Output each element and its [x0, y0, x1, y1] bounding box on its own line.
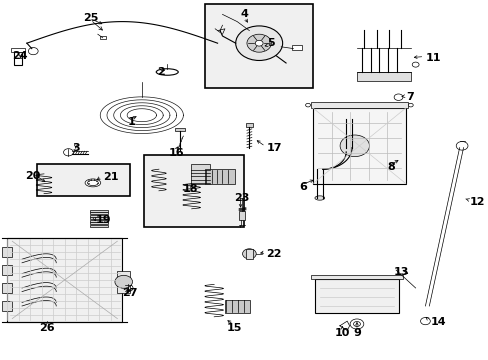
Bar — [117, 271, 129, 293]
Bar — [356, 72, 410, 81]
Bar — [292, 45, 302, 50]
Text: 14: 14 — [429, 317, 445, 327]
Circle shape — [340, 135, 369, 157]
Circle shape — [407, 103, 412, 107]
Bar — [7, 238, 122, 322]
Bar — [14, 52, 22, 65]
Text: 10: 10 — [334, 328, 349, 338]
Text: 8: 8 — [386, 162, 394, 172]
Bar — [2, 265, 12, 275]
Text: 2: 2 — [157, 67, 165, 77]
Circle shape — [255, 40, 263, 46]
Bar — [315, 279, 398, 313]
Bar — [90, 210, 107, 212]
Text: 24: 24 — [12, 51, 27, 61]
Text: 21: 21 — [102, 172, 118, 183]
Bar — [205, 169, 234, 184]
Text: 20: 20 — [25, 171, 41, 181]
Bar — [312, 108, 405, 184]
Circle shape — [349, 319, 363, 329]
Text: 7: 7 — [405, 92, 413, 102]
Bar — [224, 300, 250, 313]
Text: 9: 9 — [352, 328, 360, 338]
Bar — [190, 164, 210, 184]
Circle shape — [393, 94, 402, 100]
Circle shape — [246, 34, 271, 52]
Bar — [2, 301, 12, 311]
Bar — [310, 102, 407, 108]
Bar — [90, 220, 107, 222]
Ellipse shape — [87, 180, 98, 186]
Text: 15: 15 — [226, 323, 242, 333]
Bar — [205, 4, 312, 88]
Text: 16: 16 — [168, 148, 183, 158]
Bar — [90, 217, 107, 219]
Bar — [11, 48, 25, 52]
Circle shape — [28, 48, 38, 55]
Circle shape — [115, 275, 132, 288]
Bar — [90, 222, 107, 224]
Text: 27: 27 — [122, 288, 137, 298]
Bar — [245, 249, 253, 259]
Text: 6: 6 — [299, 182, 306, 192]
Text: 4: 4 — [240, 9, 248, 19]
Circle shape — [353, 321, 360, 327]
Bar — [144, 155, 244, 227]
Text: 11: 11 — [425, 53, 440, 63]
Text: 12: 12 — [468, 197, 484, 207]
Text: 13: 13 — [392, 267, 408, 277]
Ellipse shape — [156, 69, 178, 75]
Circle shape — [63, 149, 73, 156]
Bar — [175, 128, 184, 131]
Bar — [310, 275, 403, 279]
Circle shape — [411, 62, 418, 67]
Circle shape — [123, 284, 133, 292]
Text: 5: 5 — [267, 38, 275, 48]
Bar — [245, 123, 253, 127]
Circle shape — [305, 103, 310, 107]
Circle shape — [455, 141, 467, 150]
Bar — [100, 36, 106, 39]
Text: 17: 17 — [266, 143, 282, 153]
Ellipse shape — [85, 179, 101, 187]
Text: 1: 1 — [128, 117, 136, 127]
Text: 25: 25 — [82, 13, 98, 23]
Bar — [90, 215, 107, 217]
Text: 23: 23 — [234, 193, 249, 203]
Text: 19: 19 — [95, 215, 111, 225]
Bar — [2, 283, 12, 293]
Bar — [238, 211, 245, 220]
Circle shape — [235, 26, 282, 60]
Bar — [37, 164, 129, 196]
Ellipse shape — [314, 196, 324, 200]
Text: 22: 22 — [266, 249, 282, 259]
Bar — [90, 225, 107, 227]
Circle shape — [242, 249, 256, 259]
Text: 26: 26 — [39, 323, 54, 333]
Bar — [2, 247, 12, 257]
Text: 18: 18 — [183, 184, 198, 194]
Bar — [90, 212, 107, 214]
Text: 3: 3 — [72, 143, 80, 153]
Circle shape — [420, 318, 429, 325]
